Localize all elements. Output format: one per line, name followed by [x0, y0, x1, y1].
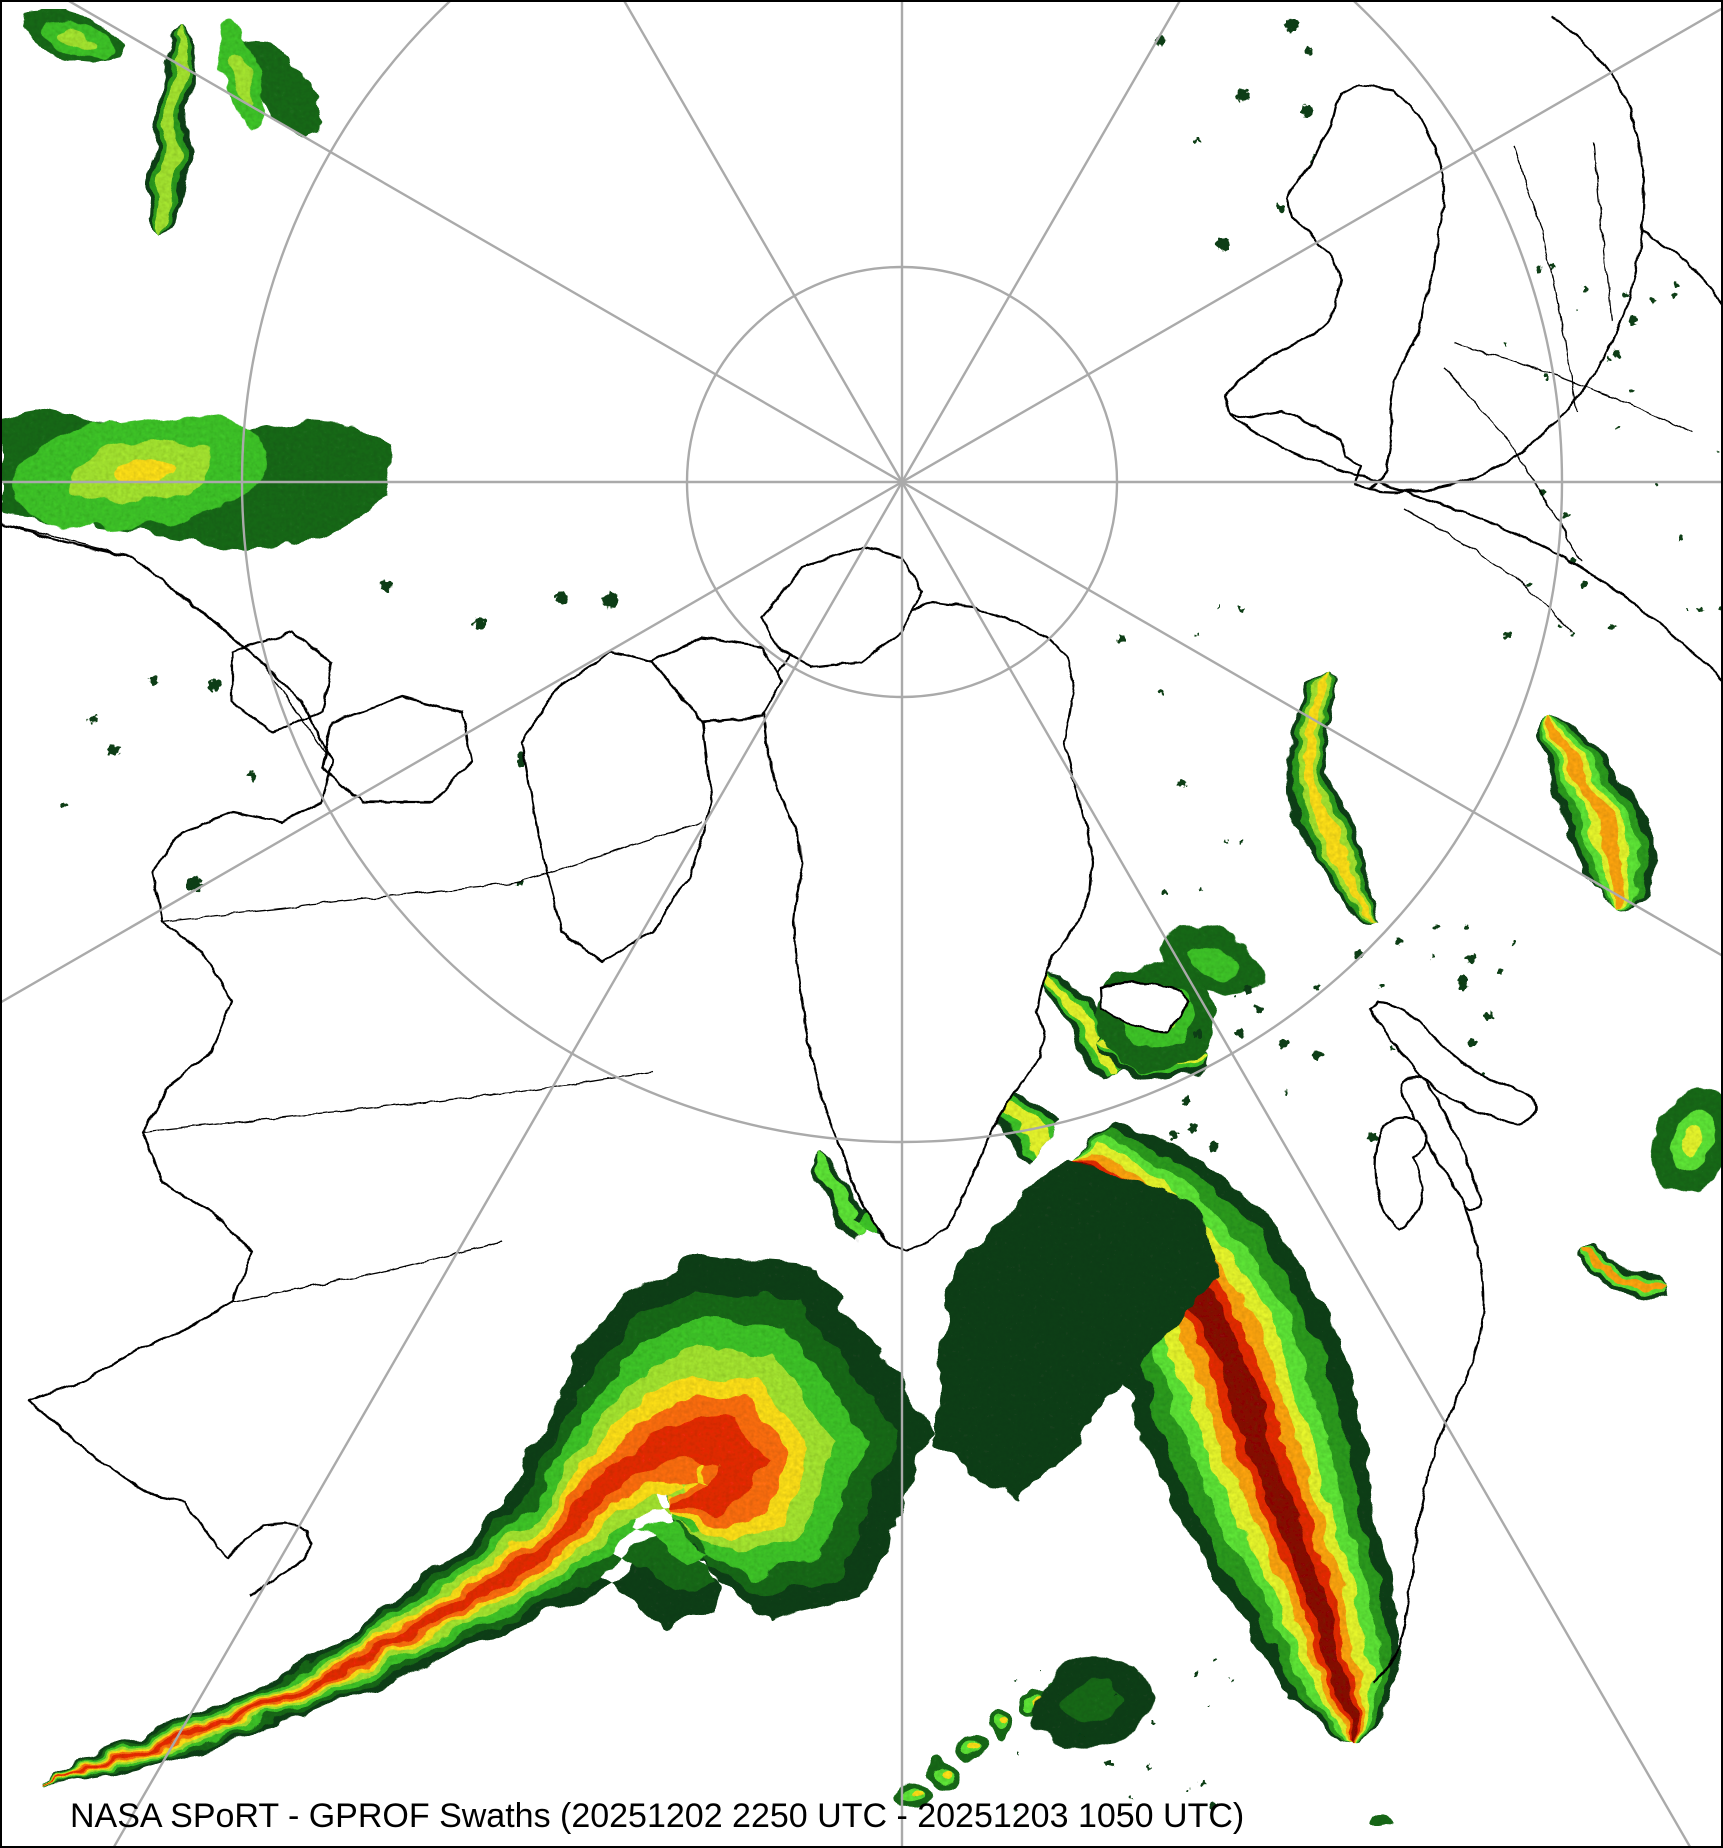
svg-text:NASA SPoRT - GPROF Swaths (202: NASA SPoRT - GPROF Swaths (20251202 2250… [70, 1797, 1244, 1835]
